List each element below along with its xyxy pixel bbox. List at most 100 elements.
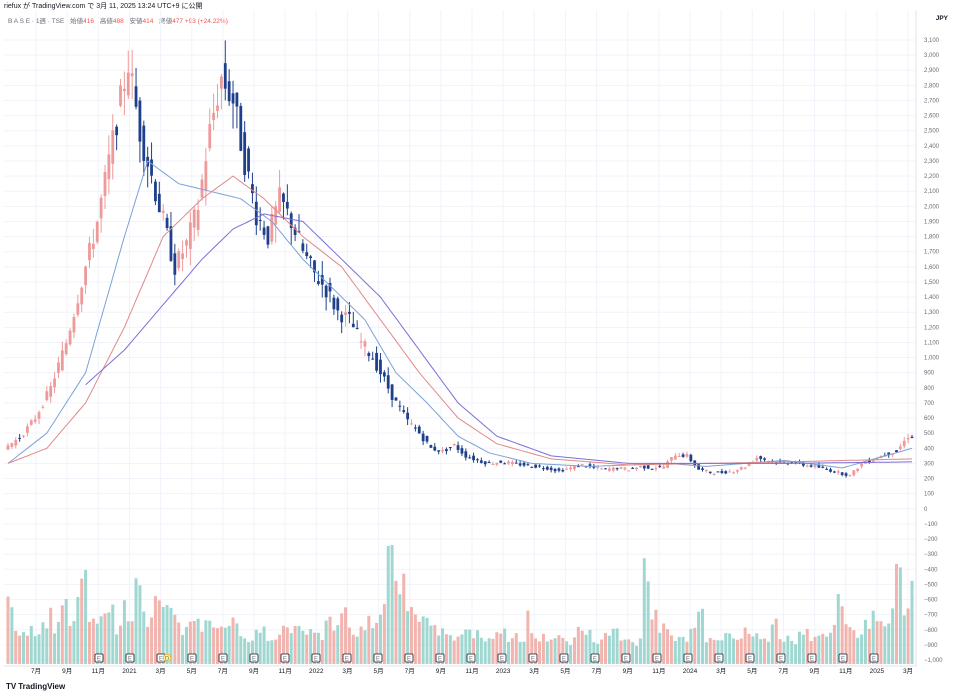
change-value: +93 (+24.22%) <box>184 18 228 25</box>
volume-bar <box>363 630 367 664</box>
volume-bar <box>266 640 270 664</box>
volume-bar <box>184 626 188 664</box>
volume-bar <box>844 624 848 664</box>
candle-body <box>375 352 378 371</box>
volume-bar <box>510 638 514 664</box>
candle-body <box>219 76 223 89</box>
earnings-marker <box>311 653 321 663</box>
price-tick-label: −600 <box>924 598 938 604</box>
candle-body <box>592 466 596 468</box>
volume-bar <box>278 634 282 664</box>
time-tick-label: 3月 <box>716 667 726 675</box>
volume-bar <box>603 632 607 664</box>
candle-body <box>805 465 809 467</box>
volume-bar <box>545 641 549 664</box>
volume-bar <box>530 633 534 664</box>
high-label: 高値 <box>99 18 113 25</box>
price-tick-label: 1,700 <box>924 250 940 256</box>
candle-body <box>266 226 270 245</box>
price-tick-label: 2,700 <box>924 98 940 104</box>
candle-body <box>285 201 289 209</box>
dividend-marker <box>162 653 172 663</box>
candle-body <box>84 266 87 286</box>
candle-body <box>763 458 766 460</box>
time-tick-label: 9月 <box>62 667 72 675</box>
volume-bar <box>87 621 91 664</box>
volume-bar <box>433 625 437 664</box>
earnings-marker <box>683 653 693 663</box>
earnings-marker <box>838 653 848 663</box>
candle-body <box>95 221 99 243</box>
price-tick-label: −400 <box>924 567 938 573</box>
price-tick-label: −500 <box>924 582 938 588</box>
candle-body <box>293 227 297 235</box>
candle-body <box>739 467 743 470</box>
candle-body <box>328 282 332 292</box>
open-label: 始値 <box>70 18 84 25</box>
price-tick-label: 2,000 <box>924 204 940 210</box>
volume-bar <box>506 641 510 664</box>
candle-body <box>871 459 875 462</box>
volume-bar <box>499 633 503 664</box>
price-tick-label: 2,900 <box>924 68 940 74</box>
time-tick-label: 7月 <box>405 667 415 675</box>
moving-average-long <box>85 213 912 464</box>
candle-body <box>76 303 80 315</box>
price-tick-label: −100 <box>924 522 938 528</box>
time-tick-label: 9月 <box>623 667 633 675</box>
earnings-marker <box>466 653 476 663</box>
candle-body <box>254 201 258 226</box>
currency-label[interactable]: JPY <box>935 15 948 22</box>
candle-body <box>627 470 631 472</box>
volume-bar <box>809 641 813 664</box>
earnings-marker-label: E <box>314 657 318 663</box>
earnings-marker-label: E <box>438 657 442 663</box>
candle-body <box>487 462 491 464</box>
earnings-marker-label: E <box>159 657 163 663</box>
candle-body <box>45 391 49 401</box>
volume-bar <box>778 639 782 664</box>
candle-body <box>402 410 406 412</box>
earnings-marker-label: E <box>190 657 194 663</box>
volume-bar <box>452 640 456 664</box>
candle-body <box>456 445 460 451</box>
candle-body <box>712 473 716 475</box>
candle-body <box>817 464 821 468</box>
candle-body <box>33 419 37 422</box>
volume-bar <box>898 567 902 664</box>
candle-body <box>860 463 863 467</box>
volume-bar <box>662 623 666 664</box>
volume-bar <box>208 620 212 664</box>
earnings-marker-label: E <box>717 657 721 663</box>
candle-body <box>538 465 541 467</box>
volume-bar <box>115 634 119 664</box>
price-tick-label: 1,400 <box>924 295 940 301</box>
volume-bar <box>169 607 173 664</box>
candle-body <box>305 252 309 257</box>
volume-bar <box>231 617 235 664</box>
candle-body <box>107 154 111 180</box>
candle-body <box>479 460 483 463</box>
volume-bar <box>673 640 677 664</box>
earnings-marker <box>745 653 755 663</box>
price-tick-label: 100 <box>924 492 935 498</box>
volume-bar <box>332 630 336 664</box>
volume-bar <box>766 641 770 664</box>
earnings-marker-label: E <box>252 657 256 663</box>
volume-bar <box>464 629 468 664</box>
volume-bar <box>763 638 767 664</box>
low-label: 安値 <box>129 18 143 25</box>
candle-body <box>251 184 254 194</box>
volume-bar <box>495 632 499 664</box>
candle-body <box>596 467 600 469</box>
candle-body <box>887 452 891 456</box>
candle-body <box>499 460 503 463</box>
candle-body <box>142 125 146 161</box>
candle-body <box>406 412 410 420</box>
volume-bar <box>103 613 107 664</box>
candle-body <box>394 397 398 401</box>
volume-bar <box>394 580 398 664</box>
volume-bar <box>250 640 254 664</box>
candle-body <box>611 467 615 471</box>
